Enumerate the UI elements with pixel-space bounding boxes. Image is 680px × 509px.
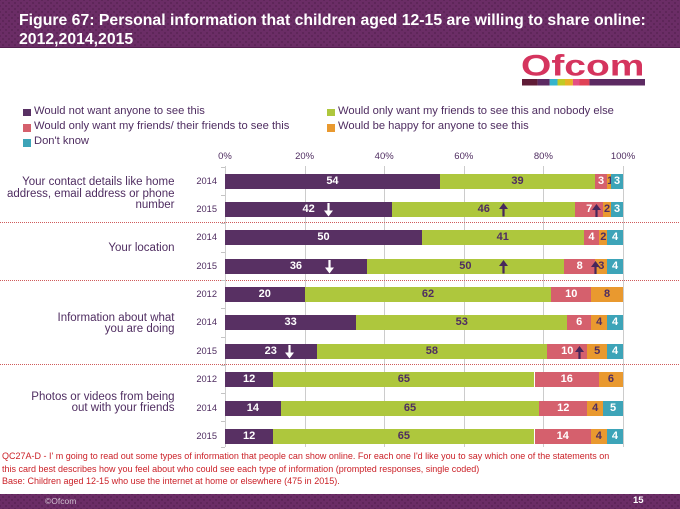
svg-text:Ofcom: Ofcom — [521, 52, 644, 82]
